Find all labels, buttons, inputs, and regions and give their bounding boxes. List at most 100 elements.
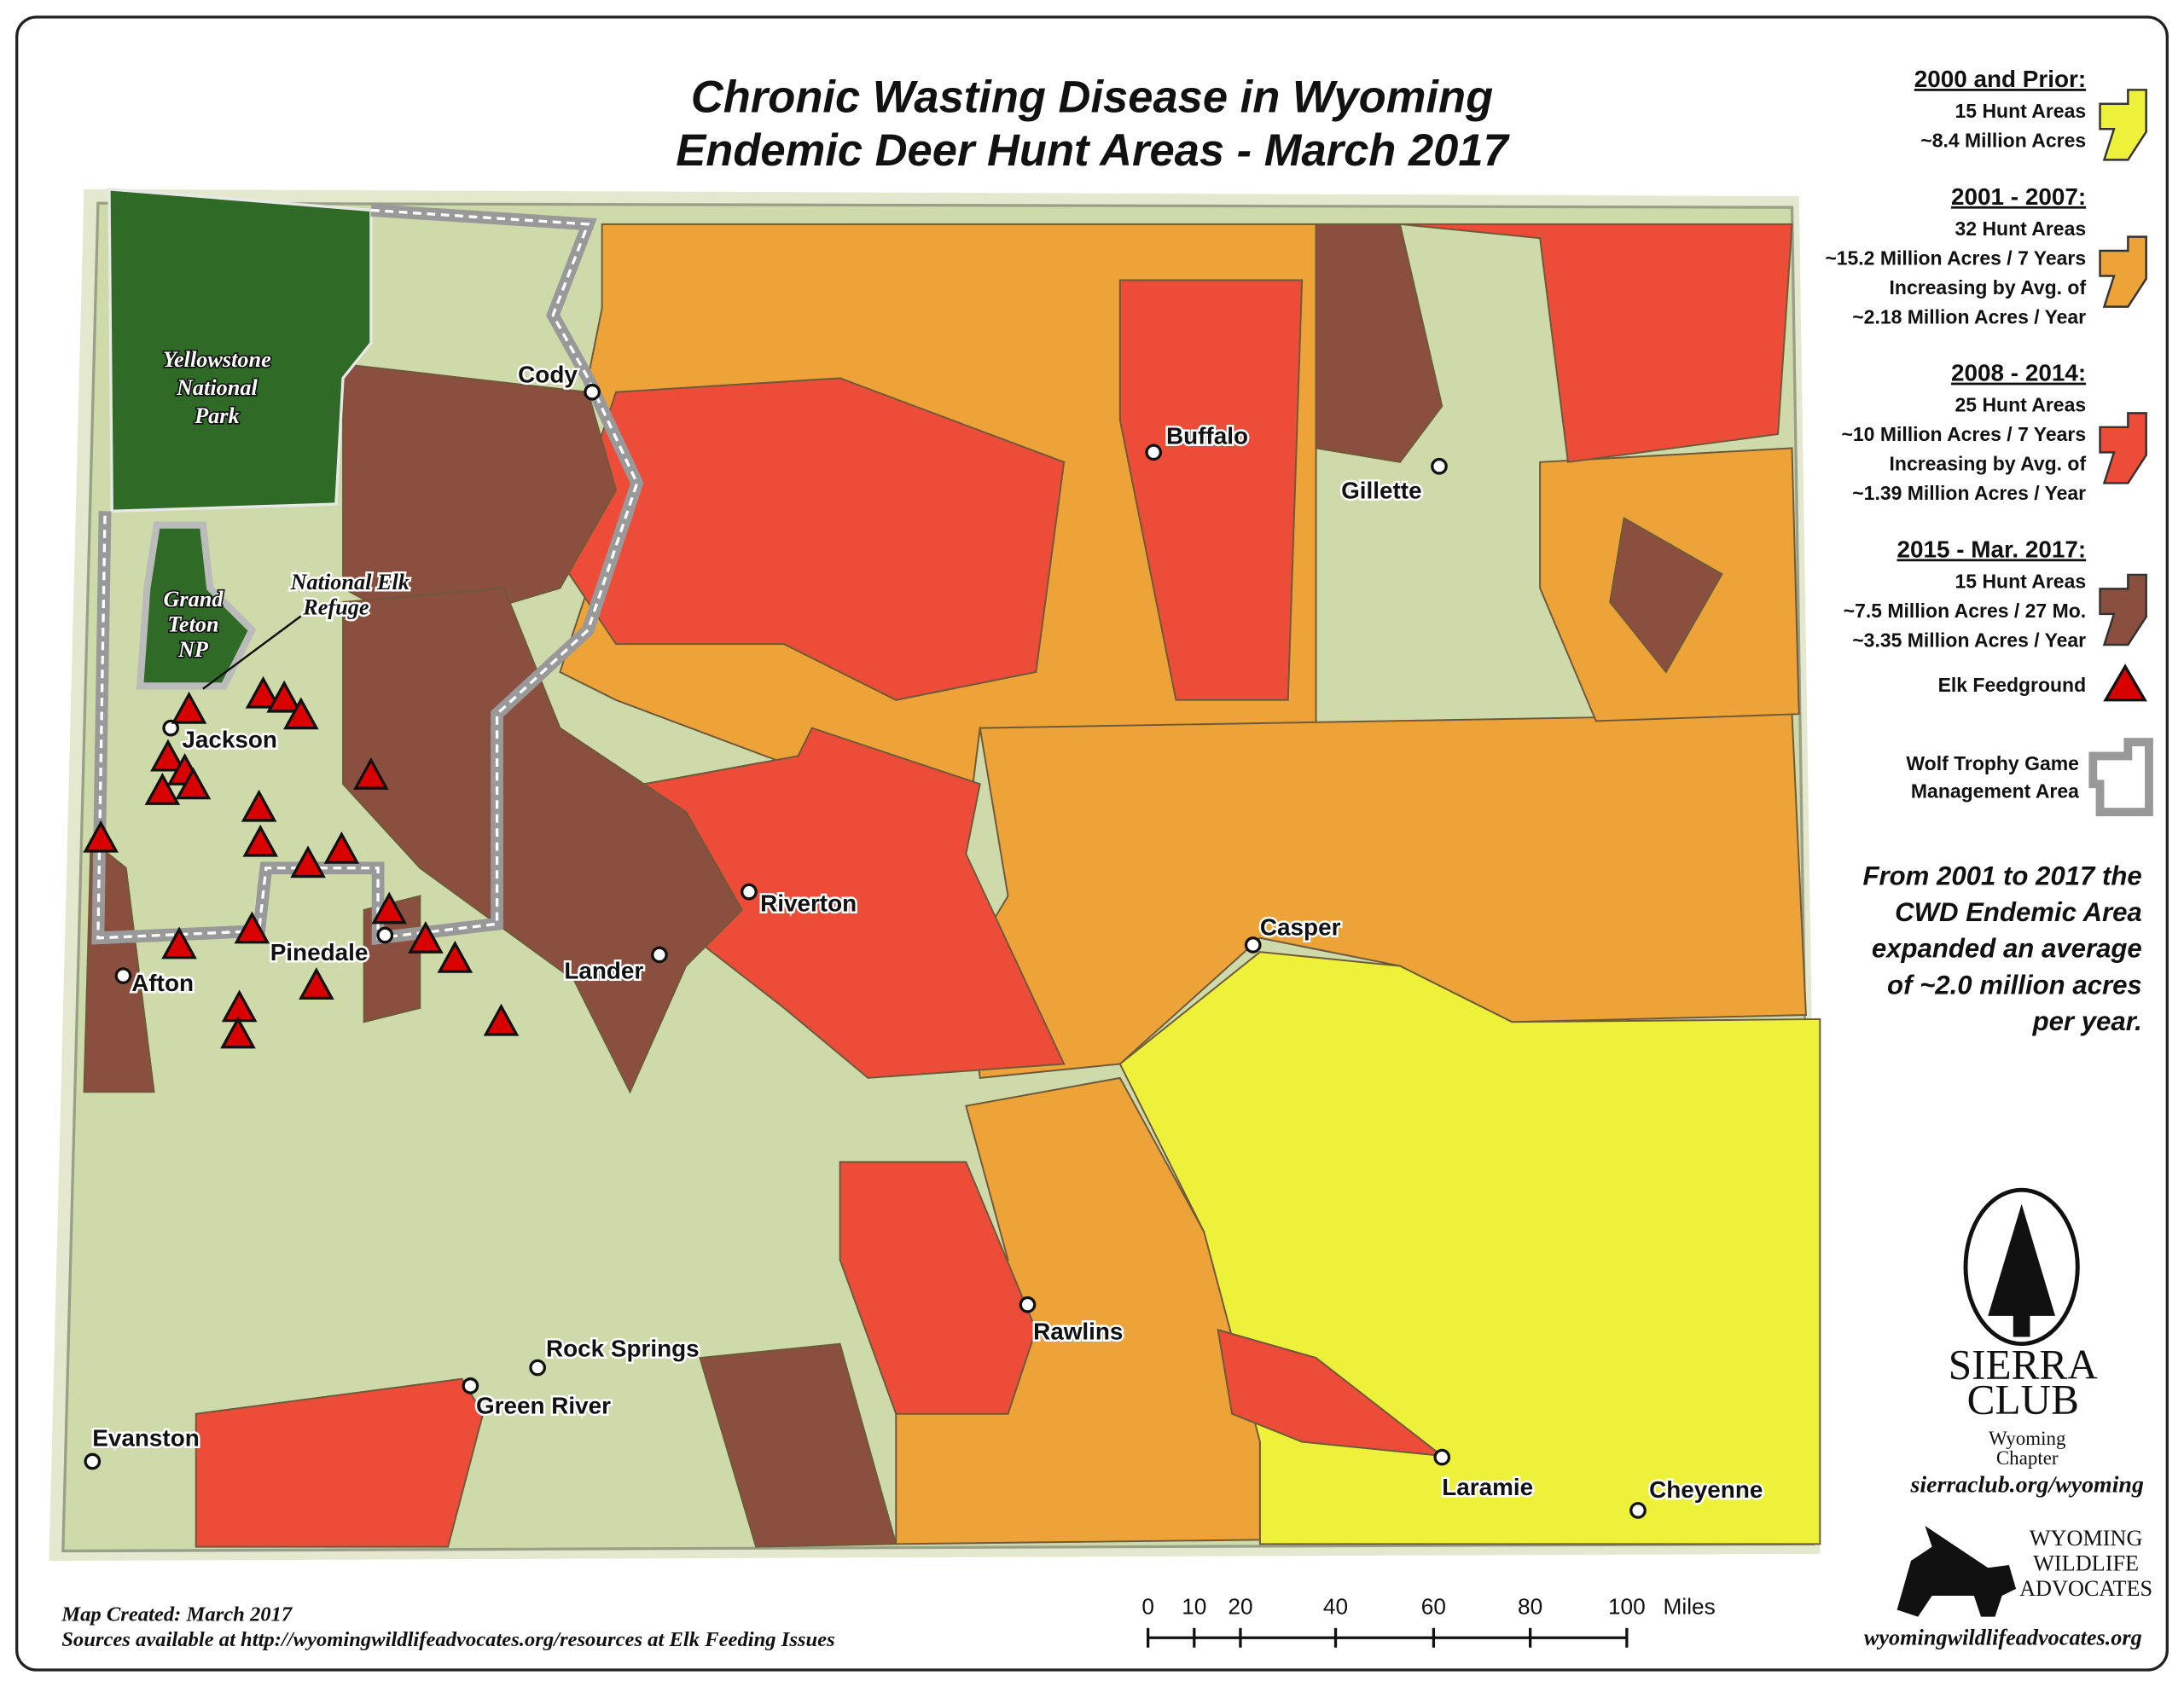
park-label: National xyxy=(176,375,258,400)
scale-label: 80 xyxy=(1518,1593,1542,1619)
wwa-text: WYOMING xyxy=(2030,1526,2143,1551)
area-2008 xyxy=(1217,1328,1445,1458)
scale-label: 10 xyxy=(1182,1593,1206,1619)
sierra-text: CLUB xyxy=(1967,1377,2079,1423)
scale-label: 20 xyxy=(1228,1593,1252,1619)
city-dot xyxy=(741,883,758,901)
feedground-marker xyxy=(241,789,277,822)
city-dot xyxy=(84,1452,102,1470)
park-label: Grand xyxy=(163,587,224,612)
legend-line: ~10 Million Acres / 7 Years xyxy=(1841,423,2086,445)
city-dot xyxy=(1431,457,1448,475)
legend-heading: 2000 and Prior: xyxy=(1914,66,2086,92)
city-label: Green River xyxy=(476,1393,611,1419)
park-label: Refuge xyxy=(302,595,369,620)
area-2015 xyxy=(1609,516,1723,674)
city-dot xyxy=(114,967,132,984)
feedground-marker xyxy=(371,891,408,925)
feedground-marker xyxy=(171,691,207,724)
city-dot xyxy=(584,383,601,401)
legend-wolf-swatch xyxy=(2088,738,2153,816)
legend-swatch xyxy=(2099,89,2147,161)
legend-swatch xyxy=(2099,412,2147,484)
wwa-text: wyomingwildlifeadvocates.org xyxy=(1864,1625,2142,1649)
city-label: Casper xyxy=(1260,913,1341,940)
scale-label: 40 xyxy=(1323,1593,1348,1619)
area-2008 xyxy=(1118,279,1304,701)
legend-line: Increasing by Avg. of xyxy=(1890,276,2087,299)
legend-line: ~1.39 Million Acres / Year xyxy=(1852,482,2086,504)
feedground-marker xyxy=(144,773,181,805)
sierra-tree xyxy=(1988,1203,2056,1337)
note: CWD Endemic Area xyxy=(1895,897,2142,927)
hunt-areas xyxy=(83,223,1821,1548)
note: per year. xyxy=(2032,1006,2142,1036)
city-label: Pinedale xyxy=(270,939,369,965)
area-2008 xyxy=(559,377,1066,701)
feedground-marker xyxy=(299,967,334,1000)
city-dot xyxy=(1019,1296,1037,1313)
city-label: Gillette xyxy=(1341,477,1422,503)
feedground-marker xyxy=(220,1016,256,1049)
area-2008 xyxy=(839,1161,1037,1415)
city-label: Afton xyxy=(131,970,194,996)
city-label: Rock Springs xyxy=(546,1335,700,1361)
city-label: Buffalo xyxy=(1166,422,1248,449)
city-dot xyxy=(529,1359,546,1377)
sierra-text: Chapter xyxy=(1996,1447,2059,1469)
scale-label: 60 xyxy=(1421,1593,1446,1619)
legend-line: ~15.2 Million Acres / 7 Years xyxy=(1825,246,2086,269)
park-label: National Elk xyxy=(290,570,410,594)
feedground-marker xyxy=(323,831,360,864)
city-label: Cheyenne xyxy=(1649,1476,1763,1503)
area-2008 xyxy=(1399,223,1793,463)
note: expanded an average xyxy=(1872,934,2142,964)
feedground-marker xyxy=(150,739,186,772)
park-label: Teton xyxy=(167,612,218,636)
legend-heading: 2001 - 2007: xyxy=(1951,183,2086,210)
feedground-marker xyxy=(234,911,270,944)
city-label: Riverton xyxy=(760,890,857,917)
feedground-marker xyxy=(483,1003,520,1036)
note: From 2001 to 2017 the xyxy=(1862,861,2141,890)
legend-line: ~8.4 Million Acres xyxy=(1920,130,2086,152)
feedground-marker xyxy=(266,680,302,713)
city-dot xyxy=(1145,443,1163,461)
legend-heading: 2008 - 2014: xyxy=(1951,360,2086,386)
legend-line: Increasing by Avg. of xyxy=(1890,453,2087,475)
feedground-marker xyxy=(161,926,197,959)
title: Chronic Wasting Disease in Wyoming xyxy=(691,72,1493,123)
feedground-marker xyxy=(242,824,279,857)
city-dot xyxy=(1433,1448,1451,1466)
city-dot xyxy=(651,946,668,964)
credit: Map Created: March 2017 xyxy=(61,1603,293,1626)
legend-feedground: Elk Feedground xyxy=(1938,674,2087,696)
feedground-marker xyxy=(245,675,282,709)
legend-swatch xyxy=(2099,573,2147,646)
sierra-text: sierraclub.org/wyoming xyxy=(1910,1472,2144,1499)
title: Endemic Deer Hunt Areas - March 2017 xyxy=(676,125,1510,176)
city-label: Lander xyxy=(564,957,643,983)
scale-label: 0 xyxy=(1141,1593,1154,1619)
sierra-text: Wyoming xyxy=(1989,1428,2066,1449)
wolf-area-outline xyxy=(96,208,639,940)
park-label: NP xyxy=(177,637,209,662)
park-label: Yellowstone xyxy=(163,347,271,372)
scale-unit: Miles xyxy=(1664,1593,1716,1619)
feedground-marker xyxy=(282,697,319,730)
legend-line: ~3.35 Million Acres / Year xyxy=(1852,629,2086,651)
park-label: Park xyxy=(194,403,240,428)
feedground-marker xyxy=(408,920,444,954)
legend-line: 25 Hunt Areas xyxy=(1955,394,2087,416)
city-dot xyxy=(462,1377,479,1394)
city-dot xyxy=(376,926,394,944)
wwa-text: WILDLIFE xyxy=(2033,1551,2139,1576)
grand-teton xyxy=(136,521,257,690)
legend-wolf: Management Area xyxy=(1911,780,2079,803)
feedground-marker xyxy=(290,845,326,878)
city-label: Jackson xyxy=(182,727,277,753)
legend-triangle xyxy=(2103,664,2147,702)
area-2008 xyxy=(195,1377,485,1548)
city-dot xyxy=(1244,936,1262,954)
